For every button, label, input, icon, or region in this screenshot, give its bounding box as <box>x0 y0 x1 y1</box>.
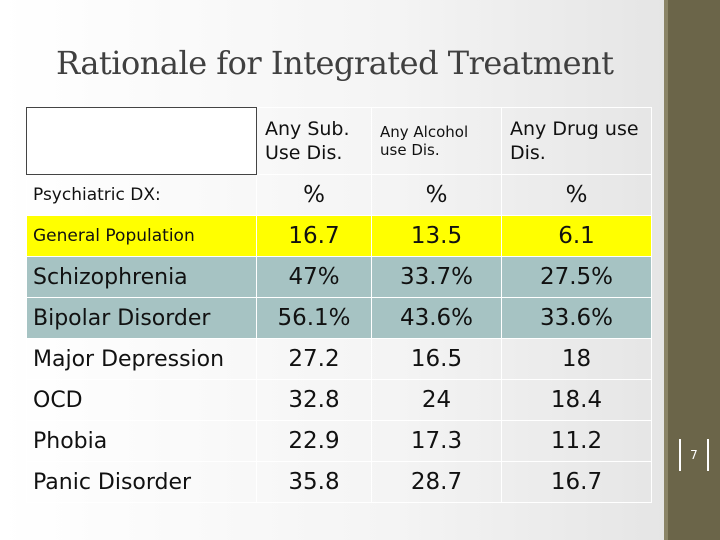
cell-value: 35.8 <box>256 461 372 503</box>
row-label: Major Depression <box>26 338 257 380</box>
header-any-drug-line2: Dis. <box>510 142 546 164</box>
cell-value: 13.5 <box>371 215 502 257</box>
cell-value: 56.1% <box>256 297 372 339</box>
header-any-drug-line1: Any Drug use <box>510 118 639 140</box>
side-stripe <box>664 0 668 540</box>
cell-value: 18.4 <box>501 379 652 421</box>
cell-value: 17.3 <box>371 420 502 462</box>
cell-value: 47% <box>256 256 372 298</box>
header-blank-cell <box>26 107 257 175</box>
row-label: Bipolar Disorder <box>26 297 257 339</box>
cell-value: % <box>501 174 652 216</box>
cell-value: 16.7 <box>256 215 372 257</box>
header-any-drug: Any Drug use Dis. <box>501 107 652 175</box>
cell-value: 22.9 <box>256 420 372 462</box>
table-row: Bipolar Disorder 56.1% 43.6% 33.6% <box>26 297 652 339</box>
cell-value: 27.5% <box>501 256 652 298</box>
cell-value: 27.2 <box>256 338 372 380</box>
cell-value: 28.7 <box>371 461 502 503</box>
cell-value: 33.6% <box>501 297 652 339</box>
data-table: Any Sub. Use Dis. Any Alcohol use Dis. A… <box>26 107 652 503</box>
cell-value: % <box>371 174 502 216</box>
page-number-frame <box>679 439 709 471</box>
header-any-sub-line1: Any Sub. <box>265 118 350 140</box>
header-any-sub: Any Sub. Use Dis. <box>256 107 372 175</box>
cell-value: 43.6% <box>371 297 502 339</box>
row-label: Schizophrenia <box>26 256 257 298</box>
slide-title: Rationale for Integrated Treatment <box>56 44 614 82</box>
cell-value: 24 <box>371 379 502 421</box>
row-label: OCD <box>26 379 257 421</box>
cell-value: 11.2 <box>501 420 652 462</box>
row-label: Phobia <box>26 420 257 462</box>
cell-value: 16.7 <box>501 461 652 503</box>
page-number: 7 <box>690 448 698 462</box>
table-row: General Population 16.7 13.5 6.1 <box>26 215 652 257</box>
cell-value: 18 <box>501 338 652 380</box>
header-any-alcohol-line1: Any Alcohol <box>380 123 469 141</box>
row-label: Panic Disorder <box>26 461 257 503</box>
cell-value: 16.5 <box>371 338 502 380</box>
table-row: Major Depression 27.2 16.5 18 <box>26 338 652 380</box>
cell-value: 33.7% <box>371 256 502 298</box>
header-any-sub-line2: Use Dis. <box>265 142 343 164</box>
table-row: Schizophrenia 47% 33.7% 27.5% <box>26 256 652 298</box>
header-any-alcohol: Any Alcohol use Dis. <box>371 107 502 175</box>
header-any-alcohol-line2: use Dis. <box>380 141 440 159</box>
table-row: OCD 32.8 24 18.4 <box>26 379 652 421</box>
header-row: Any Sub. Use Dis. Any Alcohol use Dis. A… <box>26 107 652 175</box>
row-label: General Population <box>26 215 257 257</box>
cell-value: 6.1 <box>501 215 652 257</box>
table-row: Panic Disorder 35.8 28.7 16.7 <box>26 461 652 503</box>
side-bar <box>668 0 720 540</box>
table-row: Psychiatric DX: % % % <box>26 174 652 216</box>
cell-value: % <box>256 174 372 216</box>
cell-value: 32.8 <box>256 379 372 421</box>
row-label: Psychiatric DX: <box>26 174 257 216</box>
table-row: Phobia 22.9 17.3 11.2 <box>26 420 652 462</box>
